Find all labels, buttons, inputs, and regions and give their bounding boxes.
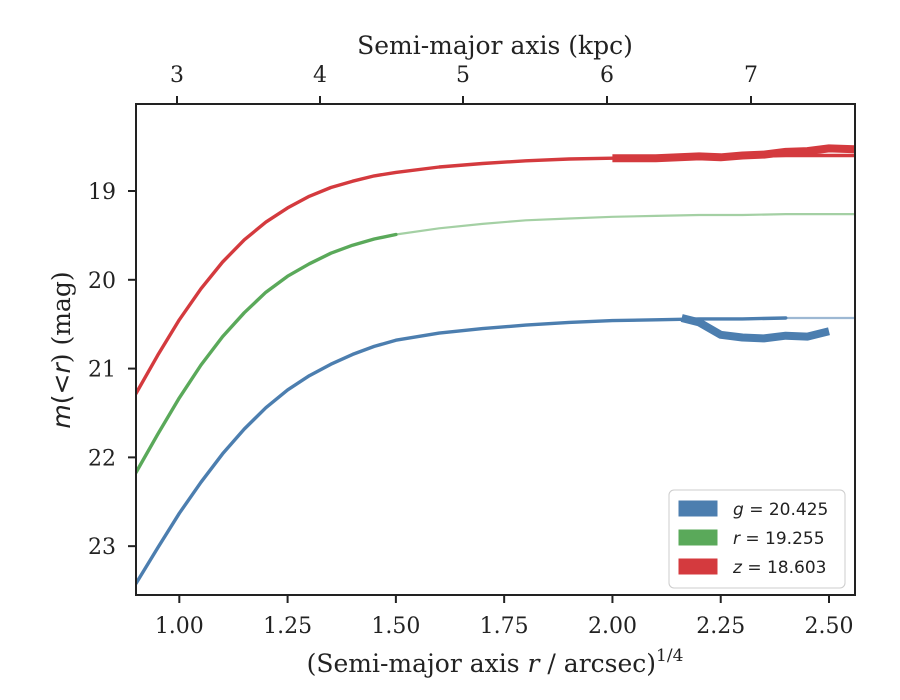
legend-swatch-z [678,558,718,575]
x2-axis-title: Semi-major axis (kpc) [357,31,633,60]
x2-tick-label: 3 [170,63,184,88]
x-tick-label: 1.00 [155,614,204,639]
series-r-model-curve [136,213,855,474]
y-axis-title-m: m [47,404,76,428]
series-g-measured-tail [680,314,830,343]
ticks-layer: 1.00 1.25 1.50 1.75 2.00 2.25 2.50 19 20 21 22 23 3 4… [88,63,854,639]
x-axis-title-suffix: / arcsec) [539,649,656,678]
x-axis-title-sup: 1/4 [656,646,683,666]
legend-band-g: g [733,500,744,520]
y-axis-title-suffix: ) (mag) [47,271,76,363]
series-layer [136,144,855,586]
legend-value-g: = 20.425 [744,500,829,520]
y-tick-label: 21 [88,358,116,383]
x-axis-title-var: r [528,649,542,678]
x-axis-title-prefix: (Semi-major axis [307,649,528,678]
x2-tick-label: 7 [744,63,758,88]
y-tick-label: 19 [88,180,116,205]
series-r-measured-curve [136,232,398,475]
legend-label-g: g = 20.425 [733,500,828,520]
y-tick-label: 23 [88,535,116,560]
series-z-measured-curve [136,153,855,396]
y-axis-title: m(<r) (mag) [47,271,76,428]
legend-label-z: z = 18.603 [732,558,826,578]
y-tick-label: 22 [88,446,116,471]
series-z-model-curve [136,154,855,395]
plot-frame [135,103,856,596]
y-axis-title-prefix: (< [47,374,76,405]
x2-tick-label: 6 [600,63,614,88]
legend-band-z: z [732,558,743,578]
y-tick-label: 20 [88,269,116,294]
legend-swatch-g [678,500,718,517]
series-g-measured-curve [136,316,788,586]
x-tick-label: 2.50 [805,614,854,639]
legend-band-r: r [733,529,741,549]
x-tick-label: 2.00 [588,614,637,639]
legend-value-r: = 19.255 [740,529,825,549]
x2-tick-label: 5 [456,63,470,88]
x-tick-label: 1.25 [263,614,312,639]
x-tick-label: 2.25 [696,614,745,639]
x-tick-label: 1.75 [480,614,529,639]
series-z-measured-tail [612,144,855,163]
y-axis-title-var: r [47,362,76,374]
x2-tick-label: 4 [313,63,327,88]
legend-label-r: r = 19.255 [733,529,825,549]
x-axis-title: (Semi-major axis r / arcsec)1/4 [307,646,684,678]
x-tick-label: 1.50 [371,614,420,639]
legend-swatch-r [678,529,718,546]
legend-value-z: = 18.603 [742,558,827,578]
